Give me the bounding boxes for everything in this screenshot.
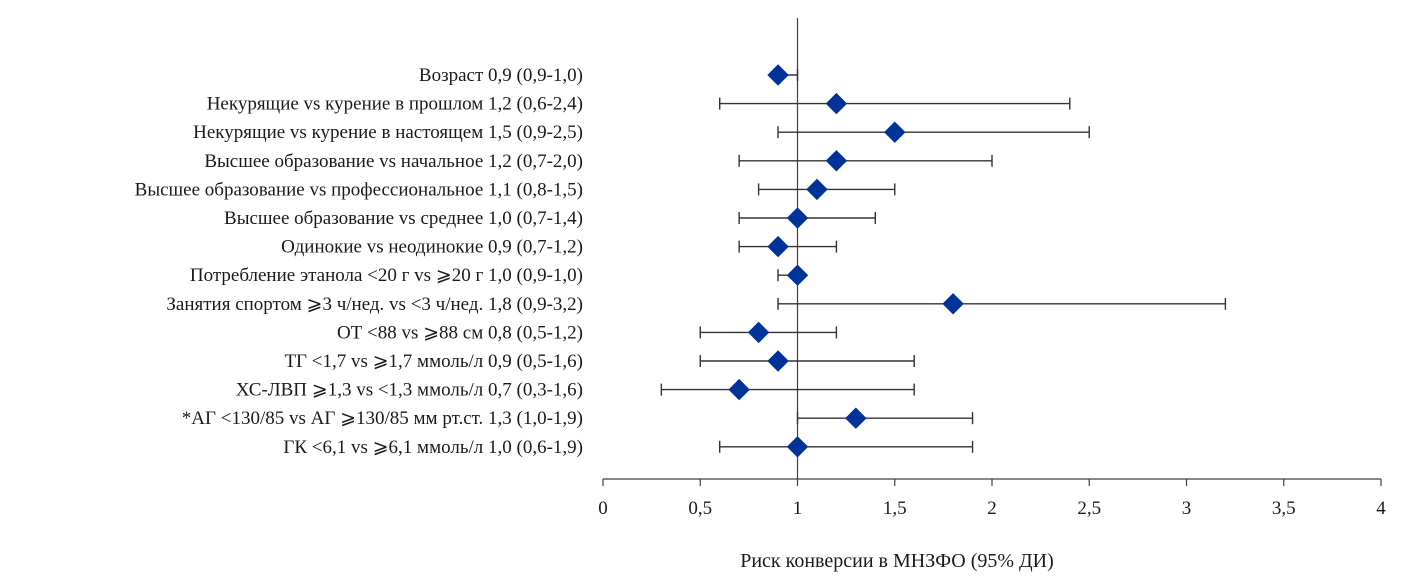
- forest-row: ГК <6,1 vs ⩾6,1 ммоль/л 1,0 (0,6-1,9): [283, 436, 974, 458]
- forest-row: Занятия спортом ⩾3 ч/нед. vs <3 ч/нед. 1…: [166, 293, 1227, 315]
- row-label: Высшее образование vs профессиональное 1…: [135, 179, 583, 200]
- forest-row: Одинокие vs неодинокие 0,9 (0,7-1,2): [281, 235, 838, 258]
- row-label: ОТ <88 vs ⩾88 см 0,8 (0,5-1,2): [337, 322, 583, 343]
- point-estimate-diamond: [825, 92, 848, 115]
- row-label: Некурящие vs курение в прошлом 1,2 (0,6-…: [207, 94, 583, 115]
- forest-row: Потребление этанола <20 г vs ⩾20 г 1,0 (…: [190, 264, 809, 286]
- x-tick-label: 0: [598, 498, 608, 519]
- x-tick-label: 1,5: [883, 498, 907, 519]
- point-estimate-diamond: [747, 321, 770, 344]
- forest-row: Некурящие vs курение в прошлом 1,2 (0,6-…: [207, 92, 1071, 115]
- forest-rows: Возраст 0,9 (0,9-1,0) Некурящие vs курени…: [135, 64, 1227, 458]
- point-estimate-diamond: [767, 350, 789, 372]
- x-tick-label: 3,5: [1272, 498, 1296, 519]
- x-tick-label: 0,5: [688, 498, 712, 519]
- x-tick-label: 2,5: [1077, 498, 1101, 519]
- x-tick-label: 1: [793, 498, 803, 519]
- row-label: Потребление этанола <20 г vs ⩾20 г 1,0 (…: [190, 265, 583, 286]
- forest-row: Высшее образование vs профессиональное 1…: [135, 178, 896, 201]
- x-axis: 0 0,5 1 1,5 2 2,5 3 3,5 4: [598, 478, 1386, 519]
- x-axis-title: Риск конверсии в МНЗФО (95% ДИ): [740, 550, 1054, 572]
- point-estimate-diamond: [728, 378, 750, 401]
- row-label: Возраст 0,9 (0,9-1,0): [419, 65, 583, 86]
- row-label: Высшее образование vs начальное 1,2 (0,7…: [204, 151, 583, 172]
- row-label: ГК <6,1 vs ⩾6,1 ммоль/л 1,0 (0,6-1,9): [283, 437, 583, 458]
- forest-row: Высшее образование vs начальное 1,2 (0,7…: [204, 150, 993, 172]
- forest-row: Некурящие vs курение в настоящем 1,5 (0,…: [193, 121, 1090, 143]
- point-estimate-diamond: [806, 178, 828, 201]
- row-label: ТГ <1,7 vs ⩾1,7 ммоль/л 0,9 (0,5-1,6): [284, 351, 583, 372]
- row-label: Одинокие vs неодинокие 0,9 (0,7-1,2): [281, 237, 583, 258]
- point-estimate-diamond: [884, 121, 906, 143]
- point-estimate-diamond: [786, 264, 809, 286]
- forest-row: Высшее образование vs среднее 1,0 (0,7-1…: [224, 207, 876, 229]
- row-label: Некурящие vs курение в настоящем 1,5 (0,…: [193, 122, 583, 143]
- x-tick-label: 3: [1182, 498, 1192, 519]
- point-estimate-diamond: [767, 64, 789, 86]
- point-estimate-diamond: [767, 235, 789, 258]
- point-estimate-diamond: [845, 407, 867, 429]
- x-tick-label: 2: [987, 498, 997, 519]
- row-label: Занятия спортом ⩾3 ч/нед. vs <3 ч/нед. 1…: [166, 294, 583, 315]
- point-estimate-diamond: [786, 207, 809, 229]
- forest-row: *АГ <130/85 vs АГ ⩾130/85 мм рт.ст. 1,3 …: [182, 407, 974, 429]
- row-label: Высшее образование vs среднее 1,0 (0,7-1…: [224, 208, 583, 229]
- point-estimate-diamond: [825, 150, 848, 172]
- forest-row: ХС-ЛВП ⩾1,3 vs <1,3 ммоль/л 0,7 (0,3-1,6…: [236, 378, 915, 401]
- forest-row: ТГ <1,7 vs ⩾1,7 ммоль/л 0,9 (0,5-1,6): [284, 350, 915, 372]
- row-label: ХС-ЛВП ⩾1,3 vs <1,3 ммоль/л 0,7 (0,3-1,6…: [236, 380, 583, 401]
- forest-row: Возраст 0,9 (0,9-1,0): [419, 64, 799, 86]
- forest-row: ОТ <88 vs ⩾88 см 0,8 (0,5-1,2): [337, 321, 838, 344]
- row-label: *АГ <130/85 vs АГ ⩾130/85 мм рт.ст. 1,3 …: [182, 408, 583, 429]
- point-estimate-diamond: [942, 293, 964, 315]
- point-estimate-diamond: [786, 436, 809, 458]
- x-tick-label: 4: [1376, 498, 1386, 519]
